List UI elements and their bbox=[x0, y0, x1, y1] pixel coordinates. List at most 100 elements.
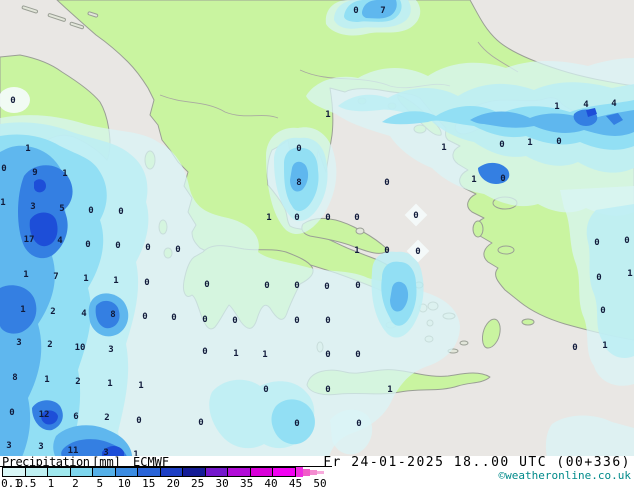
scale-label: 30 bbox=[215, 477, 229, 490]
precipitation-layer bbox=[0, 0, 634, 462]
scale-segment bbox=[159, 467, 183, 477]
precip-value: 1 bbox=[0, 198, 5, 208]
precip-value: 1 bbox=[233, 349, 238, 359]
island-samos bbox=[497, 245, 515, 255]
precip-value: 0 bbox=[572, 343, 577, 353]
precip-value: 0 bbox=[325, 316, 330, 326]
precip-value: 1 bbox=[62, 169, 67, 179]
forecast-timestamp: Fr 24-01-2025 18..00 UTC (00+336) bbox=[323, 455, 631, 470]
legend-divider bbox=[0, 466, 332, 467]
precip-value: 0 bbox=[556, 137, 561, 147]
precip-value: 3 bbox=[30, 202, 35, 212]
scale-segment bbox=[204, 467, 228, 477]
precip-value: 9 bbox=[32, 168, 37, 178]
precip-value: 0 bbox=[384, 178, 389, 188]
scale-arrow-step bbox=[295, 467, 303, 477]
precip-value: 0 bbox=[624, 236, 629, 246]
precip-value: 0 bbox=[325, 385, 330, 395]
scale-label: 2 bbox=[72, 477, 79, 490]
scale-segment bbox=[47, 467, 71, 477]
scale-segment bbox=[249, 467, 273, 477]
precip-value: 0 bbox=[204, 280, 209, 290]
legend-model: ECMWF bbox=[133, 455, 170, 469]
precip-value: 3 bbox=[103, 448, 108, 458]
precip-value: 17 bbox=[24, 235, 35, 245]
precip-value: 0 bbox=[115, 241, 120, 251]
precip-value: 2 bbox=[75, 377, 80, 387]
scale-segment bbox=[114, 467, 138, 477]
precip-value: 1 bbox=[138, 381, 143, 391]
precip-value: 3 bbox=[38, 442, 43, 452]
scale-segment bbox=[69, 467, 93, 477]
precip-value: 0 bbox=[294, 281, 299, 291]
precip-value: 8 bbox=[296, 178, 301, 188]
precip-value: 0 bbox=[353, 6, 358, 16]
color-scale-labels: 0.1 0.5 1 2 5 10 15 20 25 30 35 40 45 50 bbox=[0, 477, 360, 490]
scale-label: 25 bbox=[191, 477, 205, 490]
precip-value: 0 bbox=[356, 419, 361, 429]
island-kos bbox=[521, 318, 535, 326]
precip-value: 1 bbox=[471, 175, 476, 185]
precip-value: 1 bbox=[107, 379, 112, 389]
precip-value: 0 bbox=[355, 281, 360, 291]
precip-value: 0 bbox=[1, 164, 6, 174]
scale-label: 50 bbox=[313, 477, 327, 490]
scale-label: 10 bbox=[117, 477, 131, 490]
precip-value: 0 bbox=[384, 246, 389, 256]
precip-value: 0 bbox=[294, 419, 299, 429]
precip-value: 8 bbox=[12, 373, 17, 383]
precip-value: 11 bbox=[68, 446, 79, 456]
island-chios bbox=[472, 220, 484, 238]
scale-label: 40 bbox=[264, 477, 278, 490]
scale-arrow bbox=[295, 467, 324, 477]
precip-value: 0 bbox=[296, 144, 301, 154]
scale-segment bbox=[92, 467, 116, 477]
precip-value: 1 bbox=[602, 341, 607, 351]
precip-value: 10 bbox=[75, 343, 86, 353]
precip-value: 1 bbox=[387, 385, 392, 395]
precip-value: 0 bbox=[596, 273, 601, 283]
precip-value: 1 bbox=[44, 375, 49, 385]
precip-value: 1 bbox=[133, 450, 138, 460]
scale-label: 0.5 bbox=[16, 477, 37, 490]
precip-value: 0 bbox=[294, 213, 299, 223]
land-evia bbox=[301, 217, 389, 254]
scale-segment bbox=[227, 467, 251, 477]
scale-label: 15 bbox=[142, 477, 156, 490]
precip-value: 0 bbox=[499, 140, 504, 150]
precip-value: 1 bbox=[25, 144, 30, 154]
precip-value: 0 bbox=[294, 316, 299, 326]
precip-value: 0 bbox=[415, 247, 420, 257]
color-scale-bar bbox=[2, 467, 324, 477]
scale-label: 5 bbox=[96, 477, 104, 490]
precip-value: 0 bbox=[136, 416, 141, 426]
scale-segment bbox=[24, 467, 48, 477]
precip-value: 4 bbox=[81, 309, 87, 319]
precip-value: 1 bbox=[266, 213, 271, 223]
scale-segment bbox=[137, 467, 161, 477]
precip-value: 0 bbox=[594, 238, 599, 248]
precip-value: 4 bbox=[611, 99, 617, 109]
precip-value: 2 bbox=[50, 307, 55, 317]
precip-value: 3 bbox=[6, 441, 11, 451]
precip-value: 0 bbox=[500, 174, 505, 184]
scale-arrow-step bbox=[309, 469, 317, 475]
precip-value: 0 bbox=[198, 418, 203, 428]
scale-label: 20 bbox=[166, 477, 180, 490]
legend-title: Precipitation bbox=[2, 455, 90, 469]
precip-value: 0 bbox=[118, 207, 123, 217]
precip-value: 4 bbox=[57, 236, 63, 246]
precip-value: 1 bbox=[262, 350, 267, 360]
precip-value: 1 bbox=[20, 305, 25, 315]
precip-value: 0 bbox=[9, 408, 14, 418]
precip-value: 0 bbox=[10, 96, 15, 106]
precip-value: 5 bbox=[59, 204, 64, 214]
precip-value: 3 bbox=[108, 345, 113, 355]
precip-value: 0 bbox=[171, 313, 176, 323]
precip-value: 3 bbox=[16, 338, 21, 348]
precip-value: 6 bbox=[73, 412, 78, 422]
precip-value: 0 bbox=[325, 350, 330, 360]
precip-value: 7 bbox=[380, 6, 385, 16]
